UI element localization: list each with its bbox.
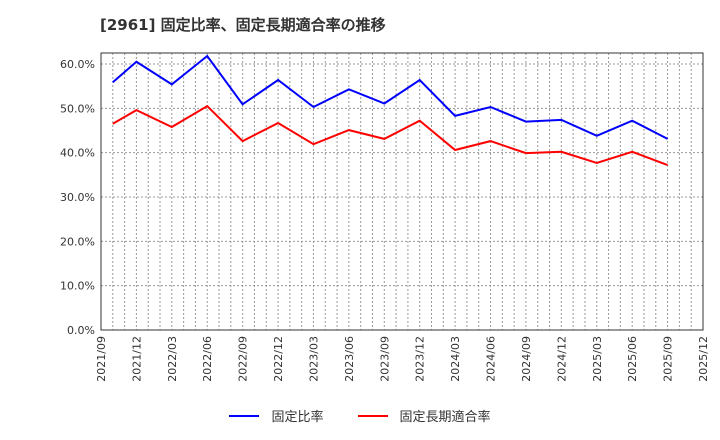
y-tick-label: 40.0% xyxy=(60,147,95,160)
x-tick-label: 2024/12 xyxy=(555,336,568,382)
legend-label: 固定比率 xyxy=(271,410,324,425)
legend: 固定比率 固定長期適合率 xyxy=(0,406,720,425)
x-tick-label: 2025/03 xyxy=(591,336,604,382)
x-tick-label: 2021/12 xyxy=(130,336,143,382)
series-line-fixed-ratio xyxy=(112,54,669,140)
x-tick-label: 2021/09 xyxy=(95,336,108,382)
plot-area-border xyxy=(100,52,704,331)
grid-lines xyxy=(101,53,703,330)
legend-item-fixed-long-term-ratio: 固定長期適合率 xyxy=(357,406,491,425)
x-tick-label: 2025/09 xyxy=(662,336,675,382)
x-tick-label: 2025/12 xyxy=(697,336,710,382)
x-tick-label: 2022/03 xyxy=(166,336,179,382)
series-line-fixed-long-term-ratio xyxy=(112,104,668,167)
legend-swatch-blue xyxy=(229,414,260,417)
y-tick-label: 30.0% xyxy=(60,191,95,204)
legend-label: 固定長期適合率 xyxy=(399,410,491,425)
legend-item-fixed-ratio: 固定比率 xyxy=(229,406,324,425)
y-tick-label: 20.0% xyxy=(60,235,95,248)
x-tick-label: 2024/06 xyxy=(485,336,498,382)
legend-swatch-red xyxy=(357,414,388,417)
x-tick-label: 2022/12 xyxy=(272,336,285,382)
y-axis: 0.0% 10.0% 20.0% 30.0% 40.0% 50.0% 60.0% xyxy=(60,58,95,337)
x-tick-label: 2023/03 xyxy=(307,336,320,382)
x-tick-label: 2022/09 xyxy=(237,336,250,382)
x-tick-label: 2024/09 xyxy=(520,336,533,382)
data-series xyxy=(112,54,669,167)
x-axis: 2021/09 2021/12 2022/03 2022/06 2022/09 2022/… xyxy=(95,336,710,382)
y-tick-label: 50.0% xyxy=(60,102,95,115)
x-tick-label: 2023/09 xyxy=(378,336,391,382)
y-tick-label: 10.0% xyxy=(60,280,95,293)
x-tick-label: 2023/12 xyxy=(414,336,427,382)
x-tick-label: 2022/06 xyxy=(201,336,214,382)
x-tick-label: 2025/06 xyxy=(626,336,639,382)
y-tick-label: 60.0% xyxy=(60,58,95,71)
x-tick-label: 2024/03 xyxy=(449,336,462,382)
y-tick-label: 0.0% xyxy=(67,324,95,337)
x-tick-label: 2023/06 xyxy=(343,336,356,382)
chart-title: [2961] 固定比率、固定長期適合率の推移 xyxy=(100,16,386,34)
